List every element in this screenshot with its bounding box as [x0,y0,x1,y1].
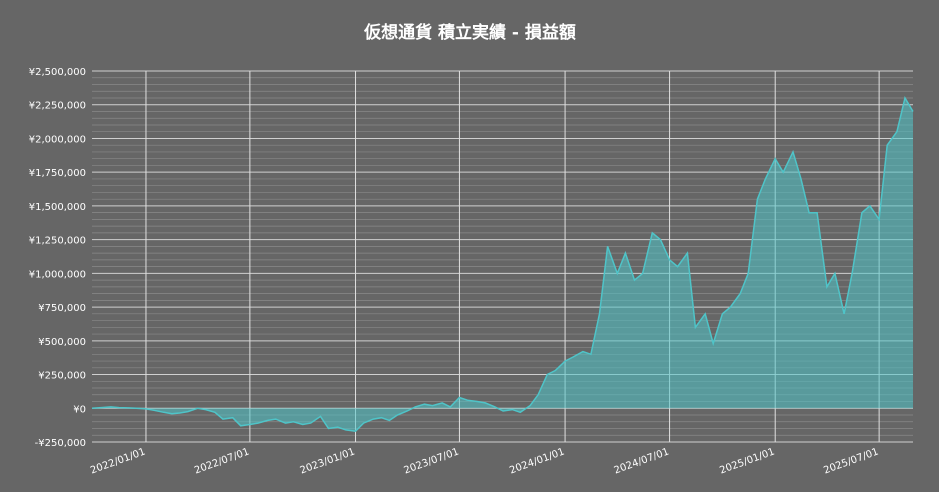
y-tick-label: ¥1,000,000 [29,269,86,280]
y-tick-label: ¥2,000,000 [29,134,86,145]
y-tick-label: ¥1,750,000 [29,168,86,179]
x-tick-label: 2023/07/01 [403,446,461,476]
y-tick-label: ¥2,500,000 [29,67,86,78]
y-tick-label: ¥1,500,000 [29,202,86,213]
y-tick-label: ¥1,250,000 [29,236,86,247]
x-tick-label: 2022/01/01 [89,446,147,476]
area-line [91,96,914,432]
area-fill [92,98,913,432]
x-tick-label: 2022/07/01 [193,446,251,476]
x-tick-label: 2024/07/01 [613,446,671,476]
y-tick-label: ¥250,000 [38,371,86,382]
x-tick-label: 2024/01/01 [508,446,566,476]
chart-title: 仮想通貨 積立実績 - 損益額 [363,22,576,43]
y-tick-label: ¥500,000 [38,337,86,348]
y-tick-label: -¥250,000 [35,438,86,449]
y-tick-label: ¥750,000 [38,303,86,314]
x-tick-label: 2025/01/01 [718,446,776,476]
y-tick-label: ¥0 [73,404,86,415]
x-tick-label: 2025/07/01 [822,446,880,476]
x-tick-label: 2023/01/01 [299,446,357,476]
y-tick-label: ¥2,250,000 [29,101,86,112]
